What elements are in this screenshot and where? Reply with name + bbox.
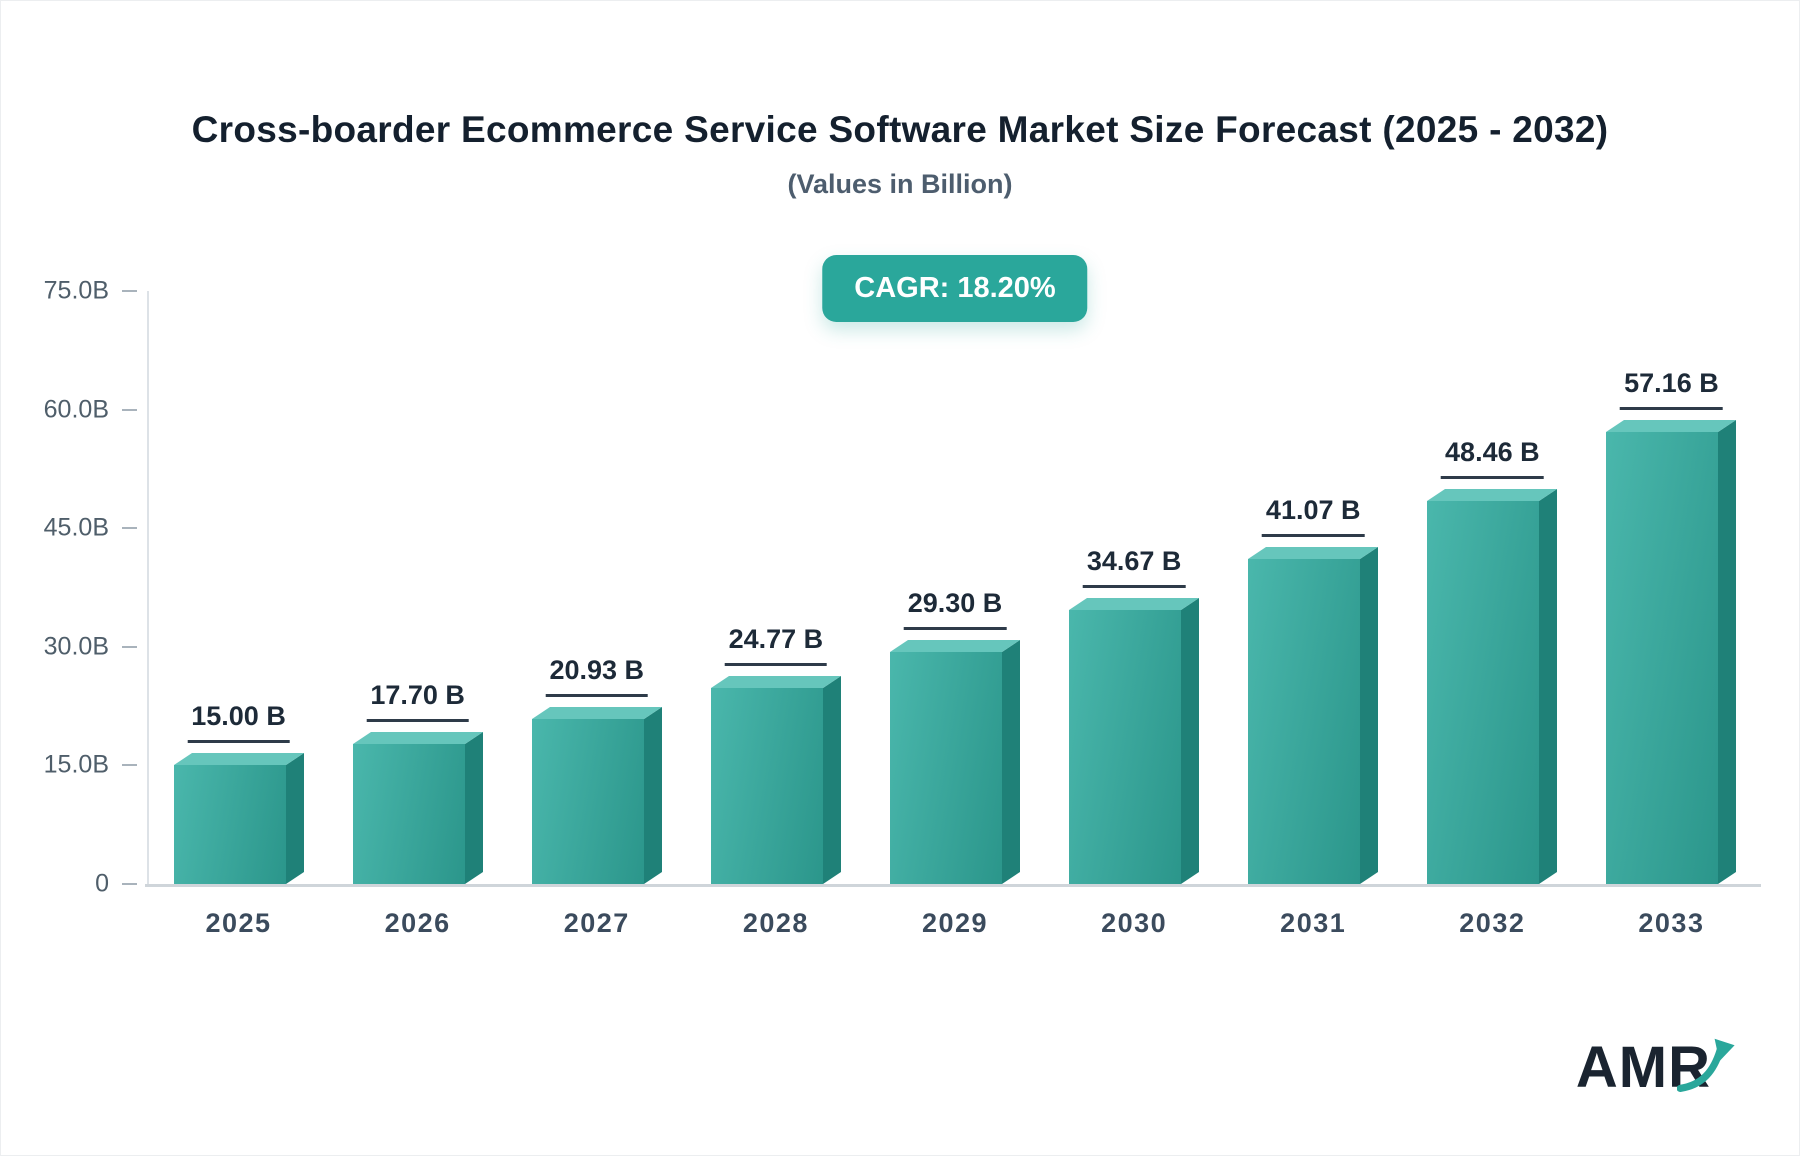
x-axis-label: 2031 [1280,908,1347,938]
bar-top [1427,488,1558,501]
bar-value-label: 48.46 B [1441,437,1544,479]
chart-subtitle: (Values in Billion) [787,169,1013,199]
bar-side [643,706,662,884]
bar-2032 [1427,488,1558,884]
bar-side [1181,597,1200,884]
y-tick-label: 15.0B [43,750,109,779]
bar-value-label: 20.93 B [545,655,649,697]
bar-face [531,718,644,884]
y-tick-label: 60.0B [43,395,109,424]
bar-face [890,652,1002,884]
x-axis-label: 2027 [563,908,630,938]
x-axis-label: 2029 [921,908,989,938]
cagr-badge: CAGR: 18.20% [822,255,1088,322]
bar-top [1248,547,1379,560]
bar-face [1427,500,1540,884]
bar-side [822,676,841,884]
bar-value-label: 17.70 B [366,680,469,723]
bar-face [173,765,286,884]
bar-side [285,753,304,884]
y-tick-label: 75.0B [43,276,109,305]
bar-2025 [173,753,304,884]
bar-face [352,744,465,884]
bar-2031 [1248,547,1379,884]
bar-top [1069,597,1200,610]
bar-2033 [1606,420,1737,884]
bar-face [1069,609,1182,884]
x-axis-label: 2026 [384,908,451,938]
bar-top [173,753,304,766]
bar-top [1606,420,1737,433]
y-tick-label: 0 [95,869,109,898]
y-tick-mark [122,408,137,411]
bar-face [1248,559,1361,884]
bar-2029 [890,640,1021,884]
bar-2027 [531,706,662,884]
y-tick-mark [122,645,137,648]
bar-side [464,732,483,884]
bar-value-label: 34.67 B [1082,546,1186,588]
bar-side [1002,640,1020,884]
bar-value-label: 57.16 B [1620,368,1723,411]
y-axis-line [147,291,149,884]
bar-top [531,706,662,719]
amr-logo: AMR [1576,1037,1741,1097]
x-axis-label: 2025 [205,908,272,938]
y-tick-label: 45.0B [43,513,109,542]
x-axis-label: 2028 [742,908,809,938]
bar-2030 [1069,597,1200,884]
growth-arrow-icon [1677,1038,1735,1092]
y-tick-label: 30.0B [43,632,109,661]
bar-2028 [710,676,841,884]
bar-side [1539,488,1558,884]
bar-face [1606,432,1719,884]
bar-side [1360,547,1379,884]
x-axis-line [145,884,1761,887]
x-axis-label: 2030 [1101,908,1168,938]
bar-value-label: 29.30 B [903,588,1007,631]
y-tick-mark [122,764,137,767]
bar-value-label: 24.77 B [724,624,828,667]
x-axis-label: 2033 [1638,908,1705,938]
x-axis-label: 2032 [1459,908,1526,938]
y-tick-mark [122,883,137,885]
y-tick-mark [122,527,137,530]
bar-top [710,676,841,689]
bar-face [710,688,823,884]
bar-2026 [352,732,483,884]
y-tick-mark [122,290,137,292]
bar-side [1718,420,1737,884]
chart-title: Cross-boarder Ecommerce Service Software… [191,109,1609,150]
bar-top [890,640,1021,653]
bar-value-label: 15.00 B [187,701,290,744]
bar-top [352,732,483,745]
bar-value-label: 41.07 B [1261,495,1365,538]
plot-area: 0 15.0B 30.0B 45.0B 60.0B 75.0B 15.00 B 2025 17.… [44,277,1761,938]
